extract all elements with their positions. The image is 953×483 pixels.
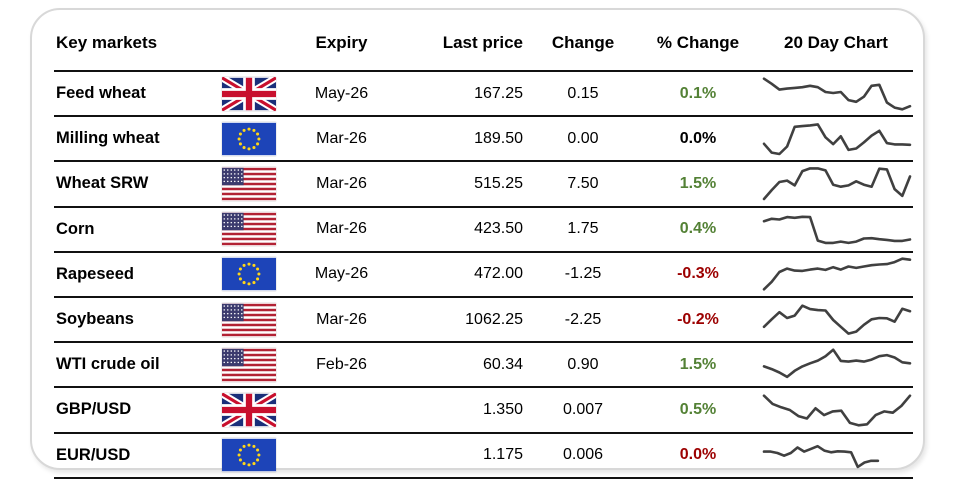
flag-cell (209, 122, 289, 156)
change-value: 0.15 (567, 84, 599, 102)
flag-cell (209, 257, 289, 291)
table-header-row: Key markets Expiry Last price Change % C… (54, 16, 913, 72)
uk-flag-icon (222, 76, 276, 111)
change-value: 0.90 (567, 355, 599, 373)
change-value: -2.25 (564, 310, 602, 328)
last-price-value: 472.00 (474, 265, 523, 283)
header-change: Change (551, 33, 615, 52)
sparkline-cell (759, 119, 915, 159)
market-name: Corn (56, 219, 95, 238)
flag-cell (209, 348, 289, 382)
header-pct-change: % Change (656, 33, 740, 52)
last-price-value: 1062.25 (465, 310, 523, 328)
last-price-value: 60.34 (482, 355, 523, 373)
market-name: Wheat SRW (56, 174, 149, 193)
pct-change-value: 0.0% (679, 446, 717, 464)
expiry-value: May-26 (314, 265, 369, 283)
table-row: Corn Mar-26 423.50 1.75 0.4% (54, 208, 913, 253)
last-price-value: 423.50 (474, 220, 523, 238)
expiry-value: Mar-26 (316, 310, 367, 328)
flag-cell (209, 303, 289, 337)
table-row: Milling wheat Mar-26 189.50 0.00 0.0% (54, 117, 915, 163)
sparkline-cell (759, 209, 915, 249)
expiry-value: Feb-26 (316, 355, 367, 373)
table-row: WTI crude oil Feb-26 60.34 0.90 1.5% (54, 343, 915, 389)
key-markets-card: Key markets Expiry Last price Change % C… (30, 8, 925, 479)
sparkline (762, 76, 912, 111)
last-price-value: 1.350 (482, 400, 523, 418)
expiry-value: Mar-26 (316, 129, 367, 147)
sparkline-cell (759, 164, 915, 204)
sparkline (762, 167, 912, 201)
market-name: Rapeseed (56, 264, 134, 283)
change-value: -1.25 (564, 265, 602, 283)
eu-flag-icon (222, 122, 276, 155)
header-last-price: Last price (442, 33, 523, 52)
table-row: GBP/USD 1.350 0.007 0.5% (54, 388, 915, 434)
sparkline-cell (759, 254, 915, 294)
us-flag-icon (222, 167, 276, 201)
market-name: EUR/USD (56, 445, 131, 464)
table-row: Feed wheat May-26 167.25 0.15 0.1% (54, 72, 915, 118)
sparkline (762, 444, 880, 469)
pct-change-value: 0.4% (679, 220, 717, 238)
pct-change-value: 0.0% (679, 129, 717, 147)
us-flag-icon (222, 212, 276, 246)
pct-change-value: -0.2% (677, 310, 719, 328)
change-value: 0.006 (562, 446, 604, 464)
flag-cell (209, 212, 289, 246)
sparkline-cell (759, 390, 915, 430)
header-20-day-chart: 20 Day Chart (784, 33, 888, 52)
market-name: WTI crude oil (56, 355, 160, 374)
us-flag-icon (222, 303, 276, 336)
sparkline (762, 257, 912, 291)
market-name: GBP/USD (56, 400, 132, 419)
market-name: Feed wheat (56, 84, 146, 103)
sparkline-cell (759, 345, 915, 385)
table-body: Feed wheat May-26 167.25 0.15 0.1% Milli… (54, 72, 913, 479)
us-flag-icon (222, 348, 276, 381)
expiry-value: Mar-26 (316, 220, 367, 238)
pct-change-value: 1.5% (679, 174, 717, 192)
change-value: 0.00 (567, 129, 599, 147)
table-row: Wheat SRW Mar-26 515.25 7.50 1.5% (54, 162, 915, 208)
sparkline (762, 394, 912, 427)
sparkline (762, 303, 912, 335)
flag-cell (209, 392, 289, 427)
flag-cell (209, 167, 289, 201)
sparkline-cell (759, 74, 915, 114)
table-row: Soybeans Mar-26 1062.25 -2.25 -0.2% (54, 298, 915, 344)
eu-flag-icon (222, 258, 276, 291)
pct-change-value: 1.5% (679, 355, 717, 373)
pct-change-value: -0.3% (677, 265, 719, 283)
change-value: 1.75 (567, 220, 599, 238)
table-row: EUR/USD 1.175 0.006 0.0% (54, 434, 913, 479)
sparkline (762, 122, 912, 156)
market-name: Milling wheat (56, 129, 160, 148)
sparkline (762, 348, 912, 378)
last-price-value: 515.25 (474, 174, 523, 192)
last-price-value: 189.50 (474, 129, 523, 147)
uk-flag-icon (222, 392, 276, 427)
last-price-value: 1.175 (482, 446, 523, 464)
sparkline (762, 215, 912, 245)
table-row: Rapeseed May-26 472.00 -1.25 -0.3% (54, 253, 913, 298)
header-key-markets: Key markets (56, 33, 158, 52)
sparkline-cell (759, 300, 915, 340)
flag-cell (209, 76, 289, 111)
eu-flag-icon (222, 438, 276, 472)
flag-cell (209, 438, 289, 472)
header-expiry: Expiry (315, 33, 368, 52)
expiry-value: Mar-26 (316, 174, 367, 192)
expiry-value: May-26 (314, 84, 369, 102)
pct-change-value: 0.5% (679, 400, 717, 418)
change-value: 0.007 (562, 400, 604, 418)
sparkline-cell (759, 435, 915, 475)
last-price-value: 167.25 (474, 84, 523, 102)
pct-change-value: 0.1% (679, 84, 717, 102)
change-value: 7.50 (567, 174, 599, 192)
market-name: Soybeans (56, 310, 134, 329)
